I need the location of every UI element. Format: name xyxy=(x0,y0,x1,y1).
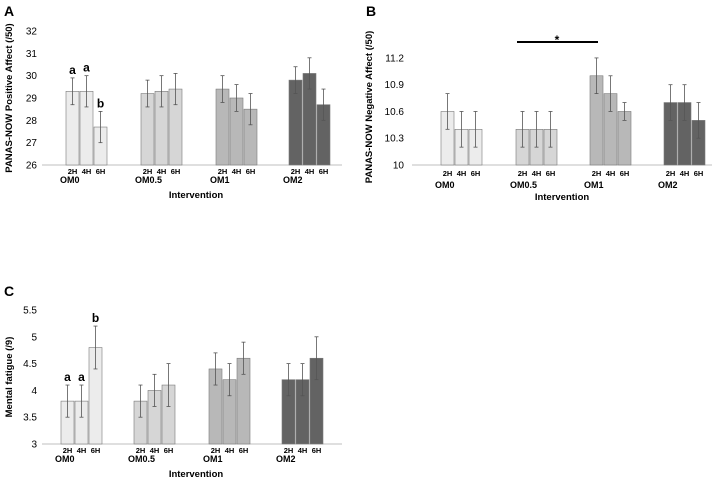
x-tick-label: 2H xyxy=(518,169,528,178)
x-tick-label: 4H xyxy=(77,446,87,455)
panel-b-negative-affect: B PANAS-NOW Negative Affect (/50) 10 10.3 1… xyxy=(364,3,712,203)
y-tick-label: 3.5 xyxy=(23,413,37,424)
x-tick-label: 6H xyxy=(620,169,630,178)
x-tick-label: 2H xyxy=(666,169,676,178)
x-tick-label: 6H xyxy=(694,169,704,178)
y-tick-label: 10.3 xyxy=(385,134,405,145)
y-tick-label: 29 xyxy=(26,94,38,105)
panel-c-letter: C xyxy=(4,283,14,299)
y-tick-label: 10 xyxy=(393,161,405,172)
x-tick-label: 2H xyxy=(592,169,602,178)
x-tick-label: 2H xyxy=(218,167,228,176)
y-tick-label: 26 xyxy=(26,161,38,172)
x-tick-label: 6H xyxy=(319,167,329,176)
x-axis-title: Intervention xyxy=(169,190,224,201)
y-tick-label: 3 xyxy=(31,440,37,451)
group-label: OM2 xyxy=(276,454,296,464)
x-tick-label: 6H xyxy=(471,169,481,178)
significance-letter: a xyxy=(69,63,76,77)
x-tick-label: 6H xyxy=(171,167,181,176)
x-tick-label: 4H xyxy=(232,167,242,176)
x-tick-label: 6H xyxy=(164,446,174,455)
x-tick-label: 4H xyxy=(305,167,315,176)
significance-letter: a xyxy=(64,370,71,384)
y-axis-title: PANAS-NOW Positive Affect (/50) xyxy=(4,23,15,172)
significance-letter: b xyxy=(97,96,104,110)
x-tick-label: 2H xyxy=(68,167,78,176)
x-tick-label: 4H xyxy=(680,169,690,178)
group-label: OM0.5 xyxy=(510,180,537,190)
x-axis-title: Intervention xyxy=(535,192,590,203)
x-tick-label: 4H xyxy=(606,169,616,178)
x-tick-label: 2H xyxy=(211,446,221,455)
y-tick-label: 30 xyxy=(26,71,38,82)
x-tick-label: 2H xyxy=(291,167,301,176)
group-label: OM2 xyxy=(658,180,678,190)
y-tick-label: 5.5 xyxy=(23,306,37,317)
x-axis-title: Intervention xyxy=(169,469,224,480)
panel-a-letter: A xyxy=(4,3,14,19)
x-tick-label: 4H xyxy=(457,169,467,178)
x-tick-label: 6H xyxy=(546,169,556,178)
y-tick-label: 5 xyxy=(31,332,37,343)
significance-letter: b xyxy=(92,311,99,325)
y-tick-label: 4.5 xyxy=(23,359,37,370)
group-label: OM1 xyxy=(584,180,604,190)
significance-letter: a xyxy=(78,370,85,384)
x-tick-label: 6H xyxy=(239,446,249,455)
x-tick-label: 4H xyxy=(157,167,167,176)
x-tick-label: 4H xyxy=(532,169,542,178)
group-label: OM1 xyxy=(203,454,223,464)
group-label: OM0.5 xyxy=(135,175,162,185)
y-axis-title: PANAS-NOW Negative Affect (/50) xyxy=(364,31,375,184)
y-tick-label: 27 xyxy=(26,138,38,149)
y-tick-label: 4 xyxy=(31,386,37,397)
x-tick-label: 6H xyxy=(312,446,322,455)
x-tick-label: 4H xyxy=(225,446,235,455)
panel-b-letter: B xyxy=(366,3,376,19)
x-tick-label: 2H xyxy=(63,446,73,455)
y-tick-label: 11.2 xyxy=(385,53,404,64)
group-label: OM1 xyxy=(210,175,230,185)
group-label: OM2 xyxy=(283,175,303,185)
y-tick-label: 32 xyxy=(26,27,38,38)
y-tick-label: 10.6 xyxy=(385,107,405,118)
group-label: OM0 xyxy=(60,175,80,185)
y-tick-label: 31 xyxy=(26,49,38,60)
x-tick-label: 4H xyxy=(150,446,160,455)
panel-c-mental-fatigue: C Mental fatigue (/9) 3 3.5 4 4.5 5 5.5 a 2H a 4H b… xyxy=(4,283,342,480)
x-tick-label: 2H xyxy=(443,169,453,178)
x-tick-label: 2H xyxy=(284,446,294,455)
group-label: OM0 xyxy=(55,454,75,464)
x-tick-label: 2H xyxy=(136,446,146,455)
significance-letter: a xyxy=(83,61,90,75)
x-tick-label: 6H xyxy=(96,167,106,176)
x-tick-label: 6H xyxy=(91,446,101,455)
y-axis-title: Mental fatigue (/9) xyxy=(4,337,15,418)
x-tick-label: 2H xyxy=(143,167,153,176)
panel-a-positive-affect: A PANAS-NOW Positive Affect (/50) 26 27 28 2… xyxy=(4,3,342,201)
group-label: OM0.5 xyxy=(128,454,155,464)
group-label: OM0 xyxy=(435,180,455,190)
x-tick-label: 4H xyxy=(82,167,92,176)
y-tick-label: 28 xyxy=(26,116,38,127)
x-tick-label: 6H xyxy=(246,167,256,176)
y-tick-label: 10.9 xyxy=(385,80,405,91)
x-tick-label: 4H xyxy=(298,446,308,455)
significance-asterisk: * xyxy=(555,33,560,47)
